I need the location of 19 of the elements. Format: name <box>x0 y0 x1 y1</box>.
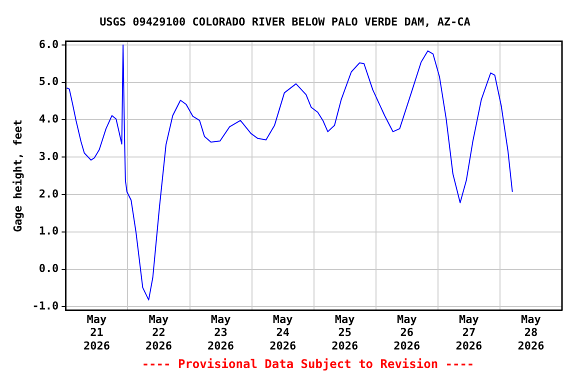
text: ---- Provisional Data Subject to Revision ---- <box>140 356 476 372</box>
y-tick-label: 1.0 <box>38 224 59 238</box>
y-axis-title: Gage height, feet <box>11 120 24 232</box>
x-tick-label: May 27 2026 <box>456 312 483 352</box>
y-tick-label: 3.0 <box>38 150 59 163</box>
y-tick-label: 2.0 <box>38 187 59 200</box>
y-tick-label: 0.0 <box>38 262 59 276</box>
x-tick-label: May 23 2026 <box>208 312 234 352</box>
chart-title: USGS 09429100 COLORADO RIVER BELOW PALO VERDE DAM, AZ-CA <box>100 15 471 28</box>
y-tick-label: 4.0 <box>38 112 59 126</box>
y-tick-label: 6.0 <box>38 38 59 51</box>
y-tick-label: -1.0 <box>32 300 59 313</box>
x-tick-label: May 22 2026 <box>146 312 172 352</box>
x-tick-label: May 25 2026 <box>332 312 358 352</box>
y-tick-label: 5.0 <box>38 75 59 88</box>
x-tick-label: May 24 2026 <box>270 312 296 352</box>
x-tick-label: May 28 2026 <box>518 312 545 352</box>
x-tick-label: May 21 2026 <box>83 312 110 352</box>
x-tick-label: May 26 2026 <box>394 312 421 352</box>
